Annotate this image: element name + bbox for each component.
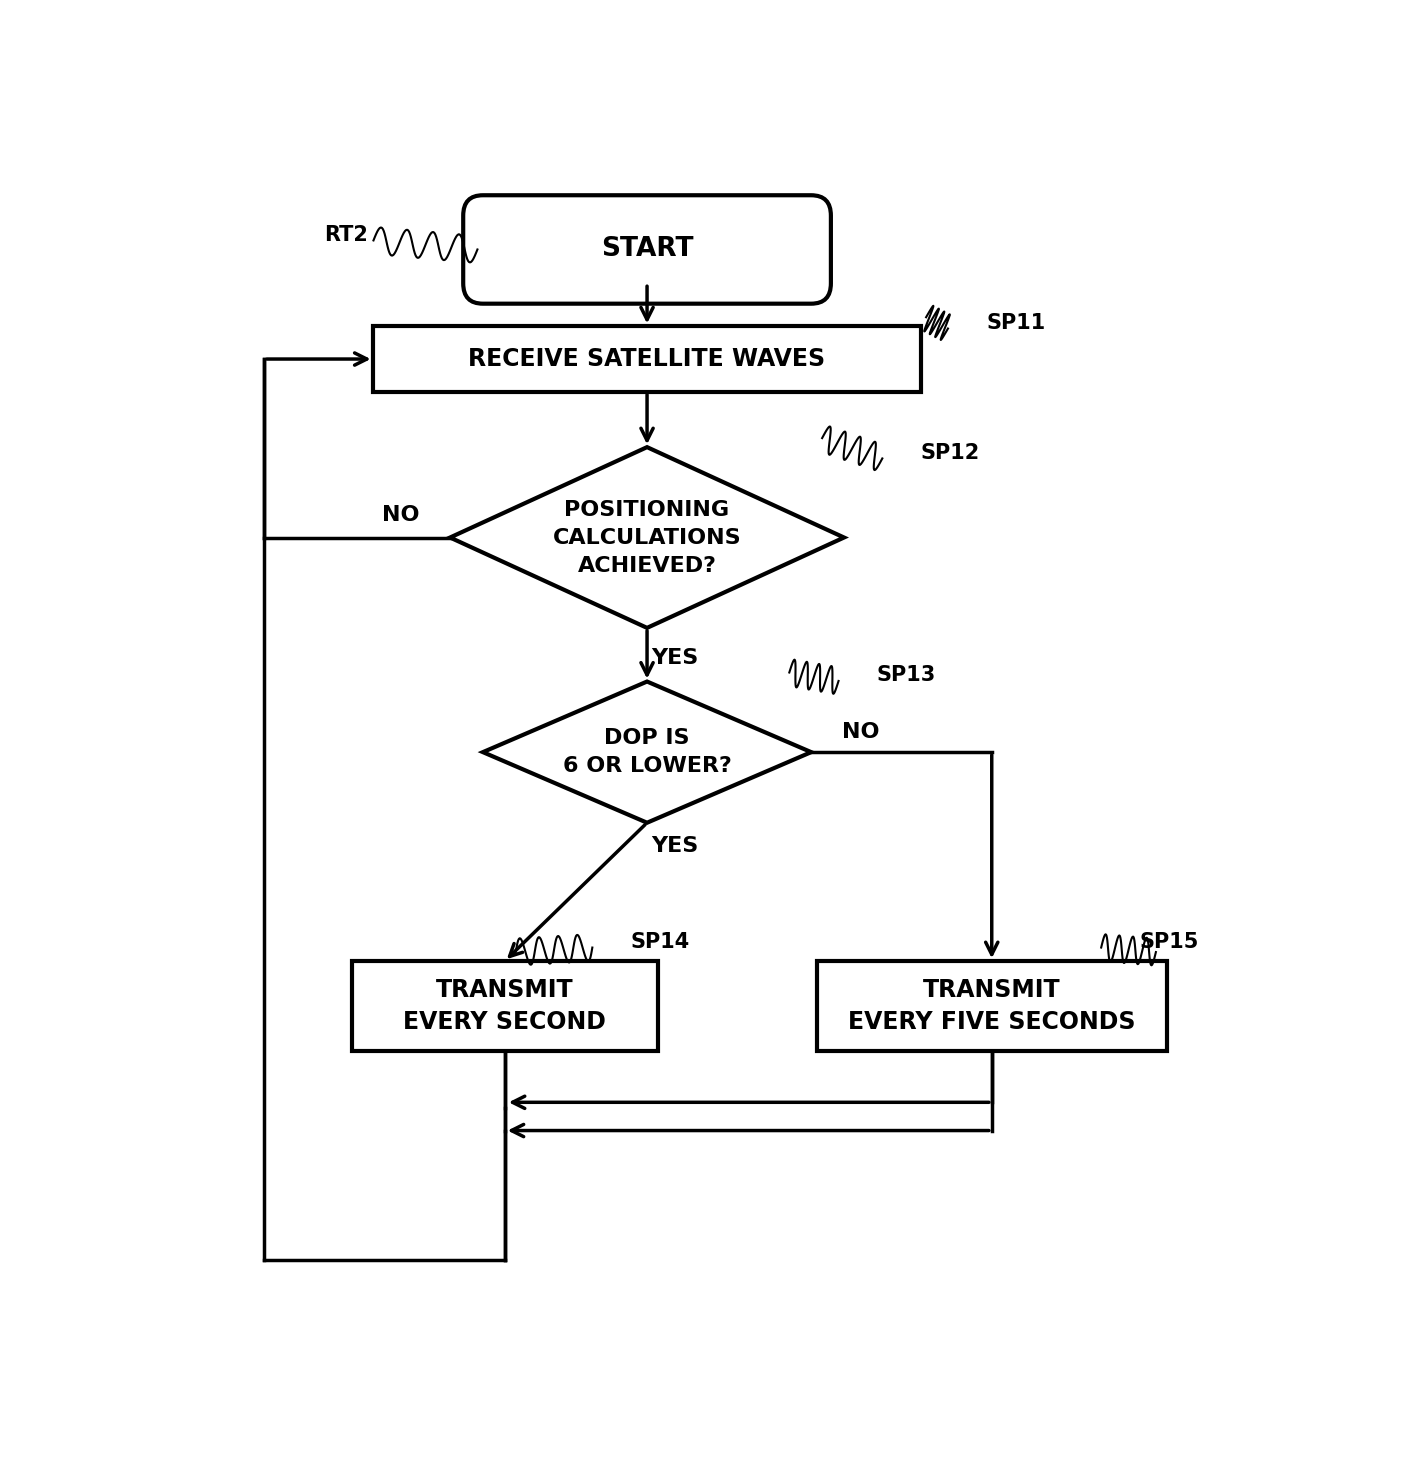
Text: NO: NO bbox=[842, 722, 880, 742]
Text: SP14: SP14 bbox=[631, 932, 690, 952]
Text: TRANSMIT
EVERY SECOND: TRANSMIT EVERY SECOND bbox=[404, 978, 606, 1034]
Polygon shape bbox=[450, 447, 844, 628]
Text: RECEIVE SATELLITE WAVES: RECEIVE SATELLITE WAVES bbox=[469, 348, 826, 371]
Text: SP12: SP12 bbox=[921, 443, 980, 462]
Polygon shape bbox=[483, 682, 810, 823]
Text: DOP IS
6 OR LOWER?: DOP IS 6 OR LOWER? bbox=[562, 728, 731, 776]
Text: TRANSMIT
EVERY FIVE SECONDS: TRANSMIT EVERY FIVE SECONDS bbox=[849, 978, 1135, 1034]
Bar bbox=[352, 961, 658, 1052]
Text: SP13: SP13 bbox=[877, 666, 936, 685]
Bar bbox=[816, 961, 1166, 1052]
Bar bbox=[373, 326, 921, 392]
Text: SP11: SP11 bbox=[986, 312, 1045, 333]
Text: START: START bbox=[600, 236, 693, 263]
Text: RT2: RT2 bbox=[325, 224, 369, 245]
Text: YES: YES bbox=[651, 648, 698, 667]
FancyBboxPatch shape bbox=[463, 195, 830, 304]
Text: POSITIONING
CALCULATIONS
ACHIEVED?: POSITIONING CALCULATIONS ACHIEVED? bbox=[552, 499, 741, 575]
Text: NO: NO bbox=[383, 505, 419, 525]
Text: SP15: SP15 bbox=[1139, 932, 1199, 952]
Text: YES: YES bbox=[651, 836, 698, 857]
